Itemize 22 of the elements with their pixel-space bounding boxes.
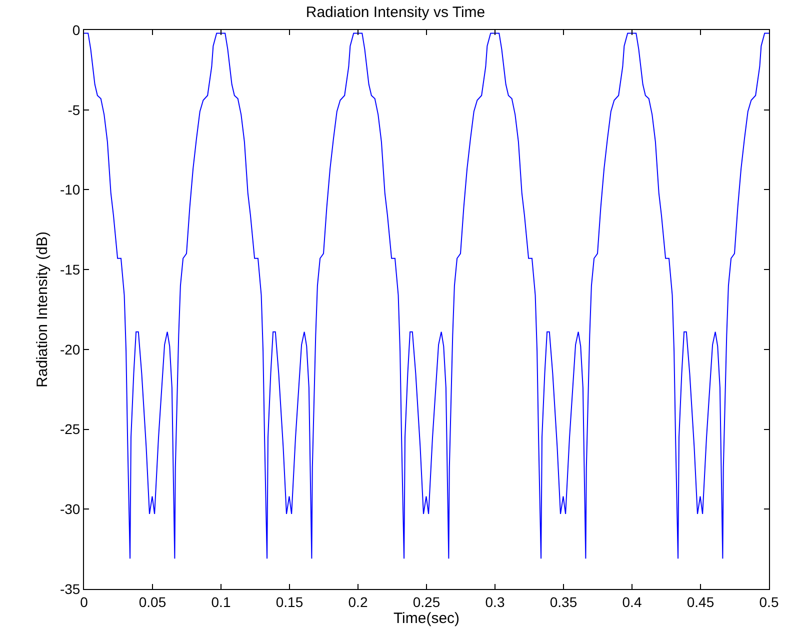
y-tick-label: 0 <box>72 22 80 38</box>
y-tick-label: -20 <box>60 341 80 358</box>
x-tick-label: 0.3 <box>485 594 505 610</box>
y-tick-label: -25 <box>60 421 80 438</box>
x-tick-label: 0.5 <box>759 594 779 610</box>
x-tick-label: 0.05 <box>138 594 166 610</box>
x-tick-label: 0.1 <box>211 594 231 610</box>
x-tick-label: 0.35 <box>550 594 578 610</box>
y-tick-label: -30 <box>60 501 80 518</box>
y-axis-title: Radiation Intensity (dB) <box>34 232 52 388</box>
x-tick-label: 0.4 <box>622 594 642 610</box>
y-tick-label: -5 <box>68 102 80 118</box>
y-tick-label: -15 <box>60 261 80 278</box>
line-series <box>84 32 769 560</box>
x-tick-label: 0.25 <box>412 594 440 610</box>
chart-title: Radiation Intensity vs Time <box>306 4 486 21</box>
x-tick-label: 0.2 <box>348 594 368 610</box>
y-tick-label: -35 <box>60 580 80 597</box>
y-tick-label: -10 <box>60 182 80 198</box>
x-tick-label: 0.45 <box>686 594 714 610</box>
x-axis-title: Time(sec) <box>393 610 460 627</box>
x-tick-label: 0.15 <box>276 594 304 610</box>
